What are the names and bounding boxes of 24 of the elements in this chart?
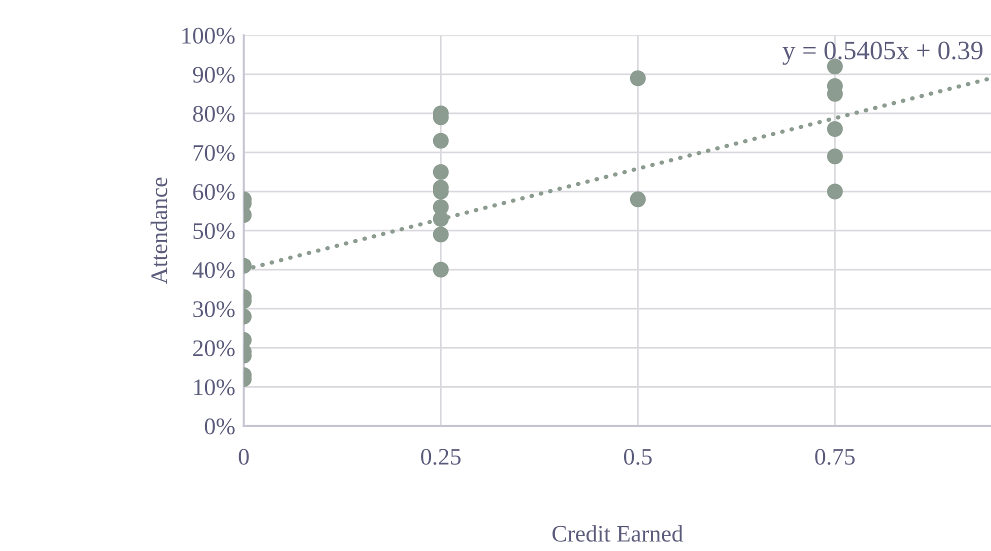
- y-axis-title: Attendance: [150, 178, 168, 284]
- y-tick-label: 40%: [192, 262, 235, 278]
- point: [827, 121, 843, 137]
- y-tick-label: 0%: [204, 418, 235, 434]
- x-tick-label: 0.25: [421, 448, 461, 465]
- point: [630, 191, 646, 208]
- y-tick-label: 60%: [193, 184, 235, 200]
- y-tick-label: 90%: [192, 66, 235, 83]
- y-tick-label: 30%: [193, 301, 235, 318]
- point: [827, 58, 843, 74]
- y-tick-label: 20%: [193, 340, 235, 356]
- point: [827, 184, 843, 200]
- x-axis-title: Credit Earned: [552, 525, 683, 542]
- x-tick-label: 0.75: [815, 448, 855, 465]
- y-tick-label: 100%: [182, 28, 235, 44]
- point: [827, 148, 843, 164]
- y-tick-label: 80%: [193, 106, 235, 122]
- annotation: y = 0.5405x + 0.39: [782, 42, 982, 65]
- x-tick-label: 0: [238, 448, 249, 465]
- y-tick-label: 10%: [194, 379, 235, 396]
- point: [630, 70, 646, 86]
- x-tick-label: 0.5: [624, 448, 652, 465]
- y-tick-label: 70%: [194, 144, 235, 161]
- y-tick-label: 50%: [194, 223, 235, 240]
